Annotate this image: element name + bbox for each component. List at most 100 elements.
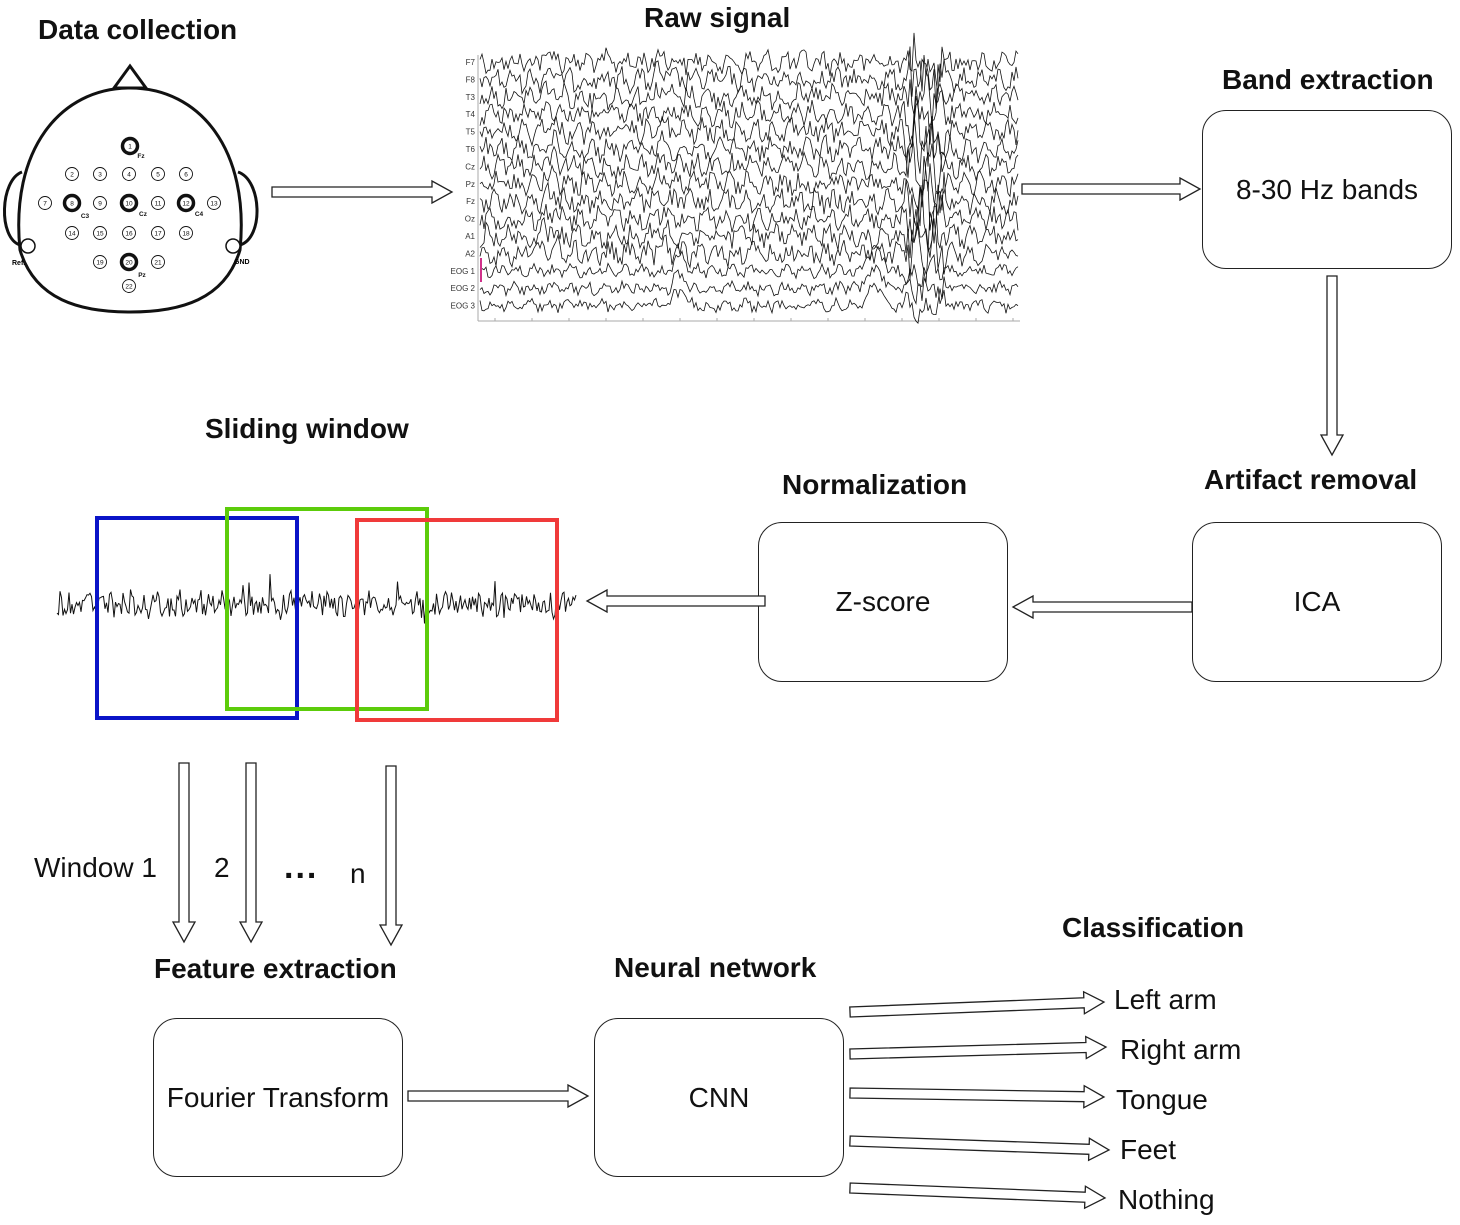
band-box-label: 8-30 Hz bands (1235, 173, 1419, 205)
electrode-number: 14 (68, 231, 76, 238)
fourier-box-label: Fourier Transform (166, 1081, 390, 1113)
electrode (65, 167, 79, 181)
electrode-number: 21 (154, 260, 162, 267)
window-label-n: n (350, 858, 366, 889)
electrode-name: C3 (81, 213, 90, 220)
heading-neural-network: Neural network (614, 952, 817, 983)
raw-channel-label: A2 (465, 249, 475, 258)
cnn-box-label: CNN (688, 1081, 750, 1113)
sliding-window-signal (56, 574, 577, 624)
raw-trace (479, 205, 1019, 259)
heading-artifact-removal: Artifact removal (1204, 464, 1418, 495)
raw-channel-label: Cz (465, 162, 475, 171)
arrow-group (171, 176, 1345, 1210)
raw-signal-plot: F7 F8 T3 T4 T5 T6 Cz Pz Fz Oz A1 A2 EOG 1 EOG 2 EOG 3 (451, 32, 1020, 324)
flow-arrow (378, 765, 404, 947)
electrode-number: 11 (155, 201, 162, 208)
raw-trace (479, 172, 1019, 231)
gnd-label: GND (234, 259, 250, 266)
window-box-3 (355, 518, 559, 722)
raw-channel-label: EOG 1 (451, 267, 476, 276)
electrode-number: 7 (43, 201, 47, 208)
electrode (179, 167, 193, 181)
flow-arrow (1319, 275, 1345, 457)
window-box-2 (225, 507, 429, 711)
raw-channel-label: T5 (466, 128, 476, 137)
raw-channel-label: Fz (466, 197, 475, 206)
raw-axis-ticks (494, 318, 1014, 321)
class-label-tongue: Tongue (1116, 1084, 1208, 1115)
electrode-number: 8 (70, 201, 74, 208)
electrode-number: 19 (96, 260, 104, 267)
electrode (119, 193, 139, 213)
flow-arrow (849, 990, 1106, 1018)
flow-arrow (407, 1083, 590, 1109)
electrode (122, 279, 136, 293)
flow-arrow (1021, 176, 1202, 202)
raw-channel-label: EOG 3 (451, 302, 476, 311)
cnn-box: CNN (594, 1018, 844, 1177)
electrode-name: C4 (195, 211, 204, 218)
heading-data-collection: Data collection (38, 14, 238, 45)
electrode-number: 12 (182, 201, 190, 208)
flow-arrow (238, 762, 264, 944)
class-label-feet: Feet (1120, 1134, 1177, 1165)
ref-electrode (20, 238, 36, 254)
right-ear-shape (237, 170, 259, 247)
class-label-nothing: Nothing (1118, 1184, 1215, 1215)
class-label-right-arm: Right arm (1120, 1034, 1242, 1065)
electrode-number: 16 (125, 231, 133, 238)
electrode-number: 2 (70, 172, 74, 179)
raw-trace (479, 112, 1019, 178)
heading-band-extraction: Band extraction (1222, 64, 1434, 95)
raw-channel-label: EOG 2 (451, 284, 476, 293)
raw-trace (479, 46, 1019, 109)
zscore-box: Z-score (758, 522, 1008, 682)
heading-raw-signal: Raw signal (644, 2, 791, 33)
electrode (93, 167, 107, 181)
fourier-box: Fourier Transform (153, 1018, 403, 1177)
electrode-name: Fz (137, 153, 145, 160)
heading-sliding-window: Sliding window (205, 413, 409, 444)
window-label-2: 2 (214, 852, 230, 883)
ica-box: ICA (1192, 522, 1442, 682)
electrode (151, 255, 165, 269)
electrode (151, 226, 165, 240)
electrode (93, 226, 107, 240)
electrode (120, 136, 140, 156)
electrode (93, 255, 107, 269)
raw-channel-label: Pz (466, 180, 475, 189)
gnd-electrode (225, 238, 241, 254)
nose-shape (111, 63, 149, 90)
raw-trace (479, 245, 1019, 288)
electrode (122, 167, 136, 181)
flow-arrow (271, 179, 454, 205)
electrode-number: 1 (128, 144, 132, 151)
electrode-name: Pz (138, 272, 146, 279)
flow-arrow (849, 1035, 1108, 1060)
raw-channel-label: T6 (466, 145, 476, 154)
electrode-number: 15 (96, 231, 104, 238)
raw-channel-labels: F7 F8 T3 T4 T5 T6 Cz Pz Fz Oz A1 A2 EOG 1 EOG 2 EOG 3 (451, 58, 476, 311)
raw-traces (479, 32, 1019, 324)
raw-channel-label: T3 (466, 93, 476, 102)
electrode-number: 6 (184, 172, 188, 179)
electrode-number: 17 (154, 231, 162, 238)
ref-label: Ref. (12, 260, 25, 267)
raw-trace (479, 218, 1019, 284)
flow-arrow (849, 1084, 1106, 1109)
electrode (119, 252, 139, 272)
raw-trace (479, 282, 1019, 324)
flow-arrow (849, 1182, 1107, 1210)
electrode (179, 226, 193, 240)
window-label-dots: ... (284, 848, 319, 886)
raw-channel-label: Oz (465, 215, 475, 224)
raw-channel-label: T4 (466, 110, 476, 119)
heading-classification: Classification (1062, 912, 1245, 943)
electrode-number: 22 (125, 284, 133, 291)
electrode-number: 9 (98, 201, 102, 208)
flow-arrow (585, 588, 766, 614)
flow-arrow (849, 1135, 1111, 1162)
